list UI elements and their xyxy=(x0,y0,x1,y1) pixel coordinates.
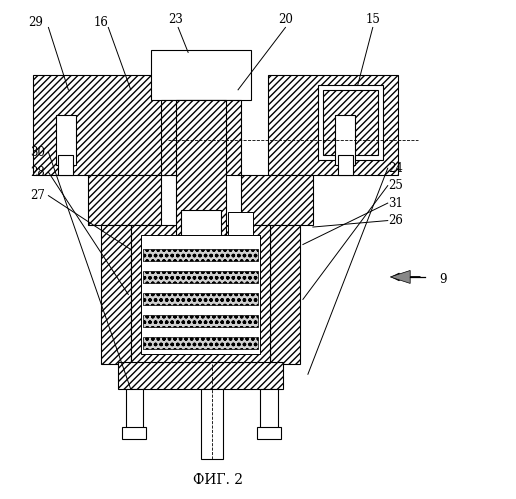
Bar xyxy=(143,337,258,349)
Bar xyxy=(58,155,73,175)
Polygon shape xyxy=(390,270,410,283)
Text: 31: 31 xyxy=(388,197,402,210)
Bar xyxy=(122,427,146,439)
Bar xyxy=(335,115,356,165)
Bar xyxy=(228,212,253,235)
Bar xyxy=(318,85,383,160)
Bar xyxy=(118,362,283,389)
Bar xyxy=(181,210,220,240)
Bar xyxy=(261,389,278,429)
Text: 25: 25 xyxy=(388,179,402,192)
Bar xyxy=(270,225,300,364)
Bar xyxy=(201,389,223,459)
Bar xyxy=(101,225,131,364)
Text: 27: 27 xyxy=(30,189,45,202)
Bar xyxy=(175,100,225,235)
Bar xyxy=(143,315,258,327)
Text: 29: 29 xyxy=(28,16,43,29)
Bar xyxy=(143,249,258,261)
Text: 23: 23 xyxy=(168,13,183,26)
Text: 9: 9 xyxy=(439,273,446,286)
Bar xyxy=(268,75,398,175)
Text: 16: 16 xyxy=(93,16,108,29)
Bar xyxy=(143,293,258,305)
Bar xyxy=(257,427,281,439)
Bar xyxy=(323,90,378,155)
Bar xyxy=(160,100,240,175)
Bar xyxy=(240,175,313,225)
Bar xyxy=(126,389,143,429)
Text: 26: 26 xyxy=(388,214,402,227)
Bar xyxy=(88,175,160,225)
Text: 15: 15 xyxy=(365,13,380,26)
Bar xyxy=(143,271,258,283)
Text: 30: 30 xyxy=(30,146,45,159)
Text: 28: 28 xyxy=(30,166,45,179)
Bar xyxy=(338,155,353,175)
Bar xyxy=(151,50,250,100)
Text: 20: 20 xyxy=(278,13,293,26)
Bar xyxy=(131,225,270,364)
Bar xyxy=(34,75,168,175)
Text: 24: 24 xyxy=(388,162,402,175)
Text: ФИГ. 2: ФИГ. 2 xyxy=(193,473,243,487)
Bar xyxy=(56,115,76,165)
Bar xyxy=(141,235,261,354)
